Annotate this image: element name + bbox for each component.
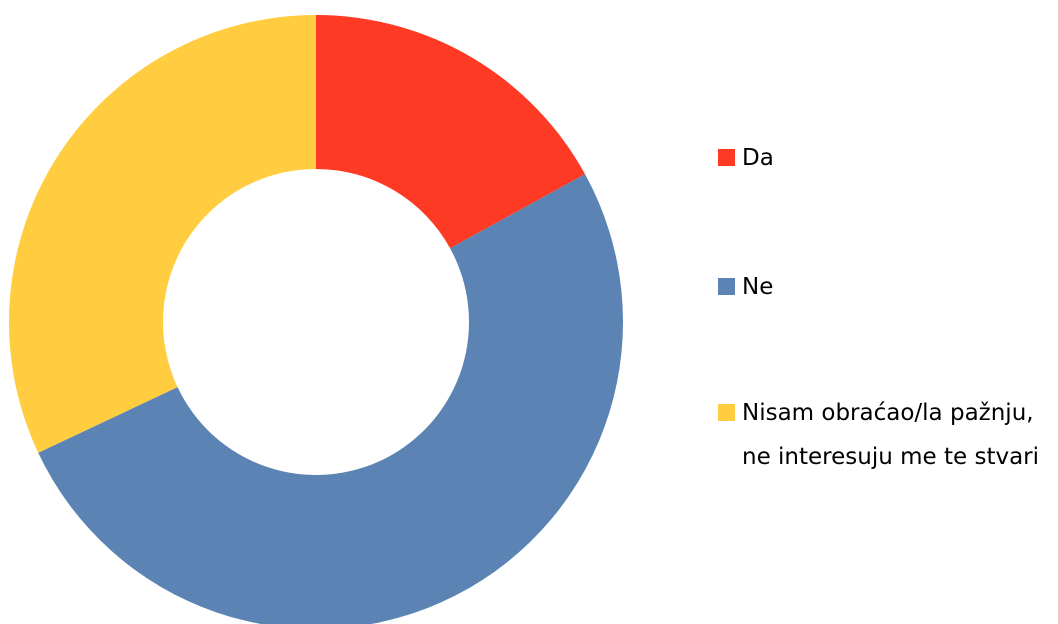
donut-slice xyxy=(38,174,623,624)
donut-slice xyxy=(9,15,317,453)
legend-label: Da xyxy=(742,145,774,171)
legend-swatch xyxy=(718,278,735,295)
legend-label: Ne xyxy=(742,274,774,300)
legend-swatch xyxy=(718,149,735,166)
legend-swatch xyxy=(718,404,735,421)
legend-item: Ne xyxy=(718,265,1052,309)
legend-item: Da xyxy=(718,136,1052,180)
legend-item: Nisam obraćao/la pažnju, ne interesuju m… xyxy=(718,391,1052,479)
donut-slice xyxy=(316,15,586,249)
chart xyxy=(9,15,623,624)
legend: Da Ne Nisam obraćao/la pažnju, ne interesu… xyxy=(718,0,1058,624)
legend-label: Nisam obraćao/la pažnju, ne interesuju m… xyxy=(742,400,1040,470)
